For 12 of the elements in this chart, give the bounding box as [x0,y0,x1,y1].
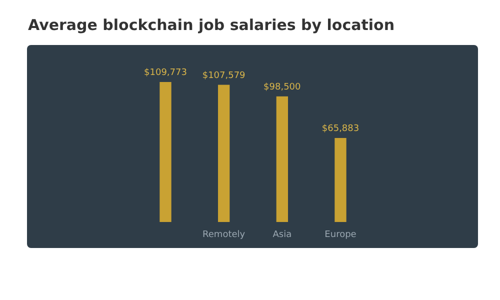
x-tick-label: Europe [324,230,357,240]
x-tick-label: Remotely [202,230,246,240]
x-tick-label: Asia [272,230,292,240]
bar [160,82,172,222]
data-label: $65,883 [322,124,360,134]
chart-title: Average blockchain job salaries by location [28,16,395,34]
bar [334,138,346,222]
bar [276,96,288,222]
data-label: $109,773 [144,68,187,78]
data-label: $98,500 [264,82,302,92]
bar [218,84,230,222]
data-label: $107,579 [202,70,246,81]
